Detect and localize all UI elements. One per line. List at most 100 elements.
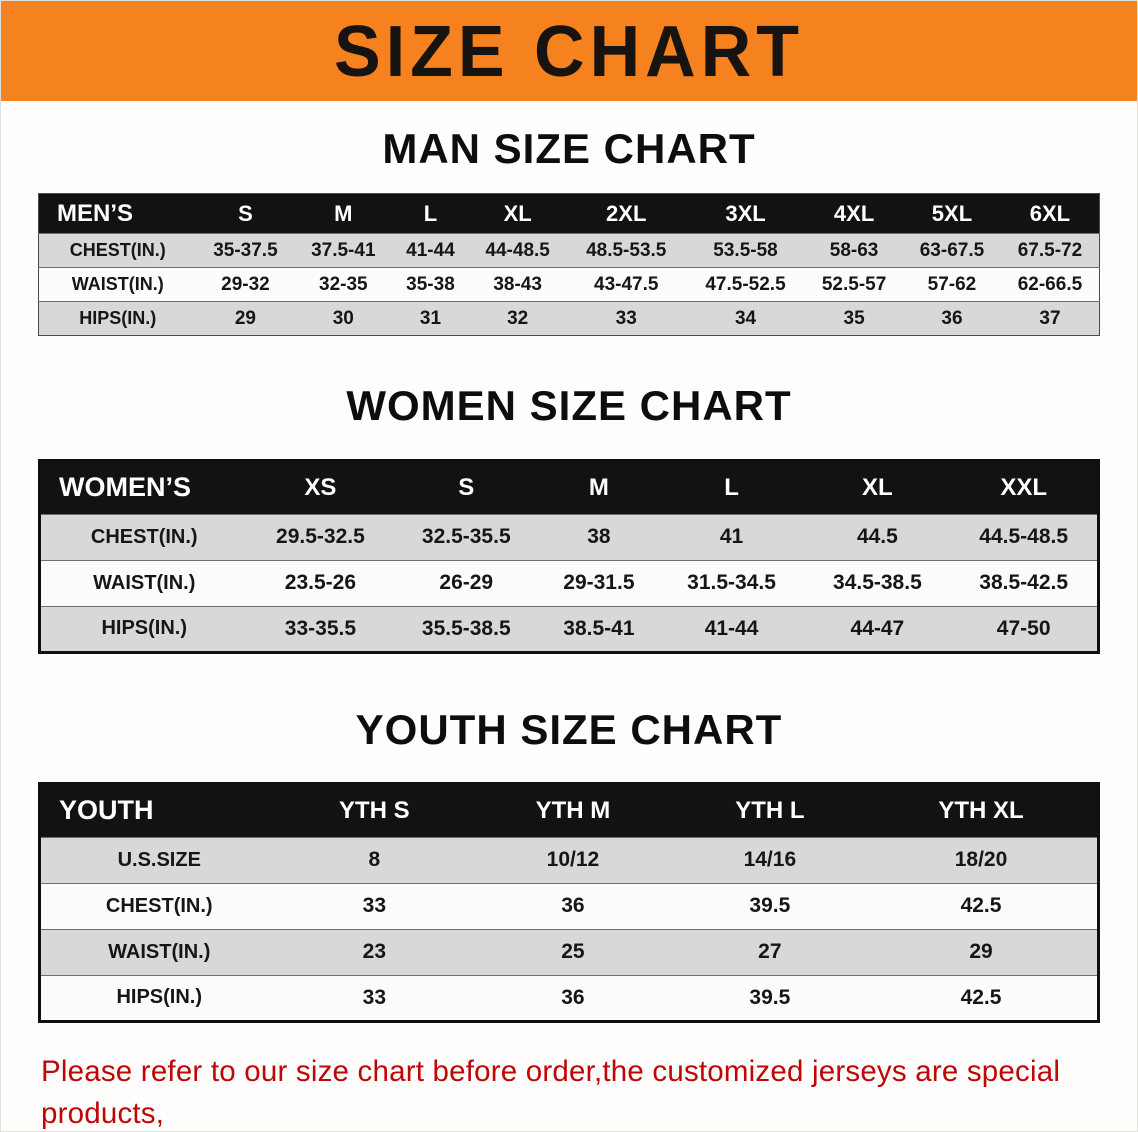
size-value-cell: 25 (561, 940, 585, 964)
size-column-header: S (196, 193, 295, 234)
size-value-cell: 36 (561, 894, 585, 918)
size-value-cell: 41-44 (704, 616, 759, 640)
size-value-cell: 10/12 (546, 848, 600, 872)
measurement-row: HIPS(IN.) 29 30 31 32 33 34 35 36 37 (38, 301, 1100, 336)
size-value-cell: 41-44 (406, 239, 455, 261)
size-column-header: 6XL (1000, 193, 1100, 234)
row-label-cell: U.S.SIZE (117, 848, 201, 871)
size-value-cell: 35-37.5 (213, 239, 278, 261)
size-value-cell: 32 (507, 307, 529, 329)
size-value-cell: 38.5-42.5 (979, 571, 1069, 595)
size-value-cell: 57-62 (927, 273, 977, 295)
measurement-row: CHEST(IN.) 29.5-32.5 32.5-35.5 38 41 44.5 44.5… (39, 514, 1099, 561)
size-value-cell: 47-50 (996, 616, 1051, 640)
size-value-cell: 48.5-53.5 (586, 239, 667, 261)
size-column-header: YTH XL (865, 783, 1099, 838)
size-column-header: 3XL (685, 193, 806, 234)
size-column-header: XXL (950, 460, 1099, 515)
size-column-header: XL (468, 193, 567, 234)
measurement-row: HIPS(IN.) 33 36 39.5 42.5 (39, 975, 1099, 1022)
size-column-header: S (393, 460, 540, 515)
row-label-cell: CHEST(IN.) (105, 894, 213, 917)
size-value-cell: 37.5-41 (311, 239, 376, 261)
size-column-header: YTH S (277, 783, 472, 838)
row-label-cell: WAIST(IN.) (93, 571, 196, 594)
women-size-table: WOMEN’S XS S M L XL XXL CHEST(IN.) 29.5-32.5 32.5… (38, 458, 1100, 654)
size-column-header: M (294, 193, 393, 234)
measurement-row: CHEST(IN.) 35-37.5 37.5-41 41-44 44-48.5 48.5… (38, 233, 1100, 268)
size-value-cell: 34 (734, 307, 757, 329)
size-value-cell: 29 (969, 940, 993, 964)
size-value-cell: 33 (362, 894, 387, 918)
banner: SIZE CHART (1, 1, 1137, 101)
youth-size-chart-heading: YOUTH SIZE CHART (355, 705, 783, 753)
size-value-cell: 38-43 (493, 273, 542, 295)
row-label-cell: HIPS(IN.) (101, 617, 188, 640)
size-value-cell: 29-32 (221, 273, 270, 295)
measurement-row: WAIST(IN.) 23 25 27 29 (39, 929, 1099, 976)
size-value-cell: 67.5-72 (1017, 239, 1083, 261)
size-value-cell: 38 (587, 525, 611, 549)
size-column-header: XL (804, 460, 951, 515)
size-value-cell: 39.5 (749, 894, 791, 918)
header-row: MEN’S S M L XL 2XL 3XL 4XL 5XL 6XL (38, 193, 1100, 234)
youth-size-table: YOUTH YTH S YTH M YTH L YTH XL U.S.SIZE 8 10/12… (38, 781, 1100, 1023)
size-value-cell: 44.5-48.5 (979, 525, 1069, 549)
size-value-cell: 32-35 (319, 273, 368, 295)
size-value-cell: 62-66.5 (1017, 273, 1083, 295)
size-value-cell: 42.5 (960, 894, 1002, 918)
size-value-cell: 39.5 (749, 985, 791, 1009)
men-size-table: MEN’S S M L XL 2XL 3XL 4XL 5XL 6XL CHEST(IN.) 35-37… (38, 193, 1100, 337)
size-column-header: YTH M (471, 783, 675, 838)
size-value-cell: 31 (419, 307, 442, 329)
size-value-cell: 35 (843, 307, 865, 329)
size-value-cell: 26-29 (439, 571, 494, 595)
size-column-header: L (658, 460, 805, 515)
table-title-cell: MEN’S (38, 193, 197, 234)
size-column-header: L (392, 193, 469, 234)
size-value-cell: 43-47.5 (594, 273, 659, 295)
size-value-cell: 44.5 (856, 525, 898, 549)
size-value-cell: 31.5-34.5 (687, 571, 776, 595)
size-value-cell: 63-67.5 (919, 239, 985, 261)
size-value-cell: 58-63 (829, 239, 879, 261)
size-value-cell: 14/16 (743, 848, 797, 872)
disclaimer-line-1: Please refer to our size chart before or… (41, 1054, 1061, 1130)
section-youth: YOUTH SIZE CHART YOUTH YTH S YTH M YTH L YTH… (1, 706, 1137, 1023)
size-value-cell: 36 (561, 985, 585, 1009)
size-value-cell: 44-48.5 (485, 239, 550, 261)
row-label-cell: WAIST(IN.) (108, 940, 211, 963)
size-column-header: 4XL (805, 193, 904, 234)
measurement-row: WAIST(IN.) 29-32 32-35 35-38 38-43 43-47.5 47.… (38, 267, 1100, 302)
section-women: WOMEN SIZE CHART WOMEN’S XS S M L XL XXL CHEST(… (1, 382, 1137, 654)
measurement-row: WAIST(IN.) 23.5-26 26-29 29-31.5 31.5-34.5 34… (39, 560, 1099, 607)
measurement-row: U.S.SIZE 8 10/12 14/16 18/20 (39, 837, 1099, 884)
women-size-chart-heading: WOMEN SIZE CHART (346, 382, 792, 430)
size-value-cell: 53.5-58 (713, 239, 778, 261)
size-value-cell: 42.5 (960, 985, 1002, 1009)
size-column-header: XS (247, 460, 394, 515)
size-value-cell: 18/20 (954, 848, 1008, 872)
measurement-row: CHEST(IN.) 33 36 39.5 42.5 (39, 883, 1099, 930)
size-value-cell: 34.5-38.5 (833, 571, 922, 595)
size-value-cell: 52.5-57 (821, 273, 887, 295)
size-value-cell: 29-31.5 (563, 571, 635, 595)
size-value-cell: 23 (362, 940, 387, 964)
section-men: MAN SIZE CHART MEN’S S M L XL 2XL 3XL 4XL 5XL 6XL… (1, 125, 1137, 337)
size-column-header: YTH L (674, 783, 866, 838)
table-title-cell: YOUTH (39, 783, 278, 838)
table-title-cell: WOMEN’S (39, 460, 248, 515)
size-value-cell: 35.5-38.5 (421, 616, 511, 640)
size-value-cell: 37 (1039, 307, 1061, 329)
size-value-cell: 23.5-26 (284, 571, 357, 595)
row-label-cell: HIPS(IN.) (79, 308, 157, 329)
size-value-cell: 33-35.5 (284, 616, 357, 640)
row-label-cell: HIPS(IN.) (116, 986, 203, 1009)
size-value-cell: 41 (719, 525, 744, 549)
size-column-header: 2XL (566, 193, 686, 234)
size-value-cell: 47.5-52.5 (705, 273, 786, 295)
size-value-cell: 35-38 (406, 273, 455, 295)
header-row: WOMEN’S XS S M L XL XXL (39, 460, 1099, 515)
size-column-header: 5XL (903, 193, 1001, 234)
